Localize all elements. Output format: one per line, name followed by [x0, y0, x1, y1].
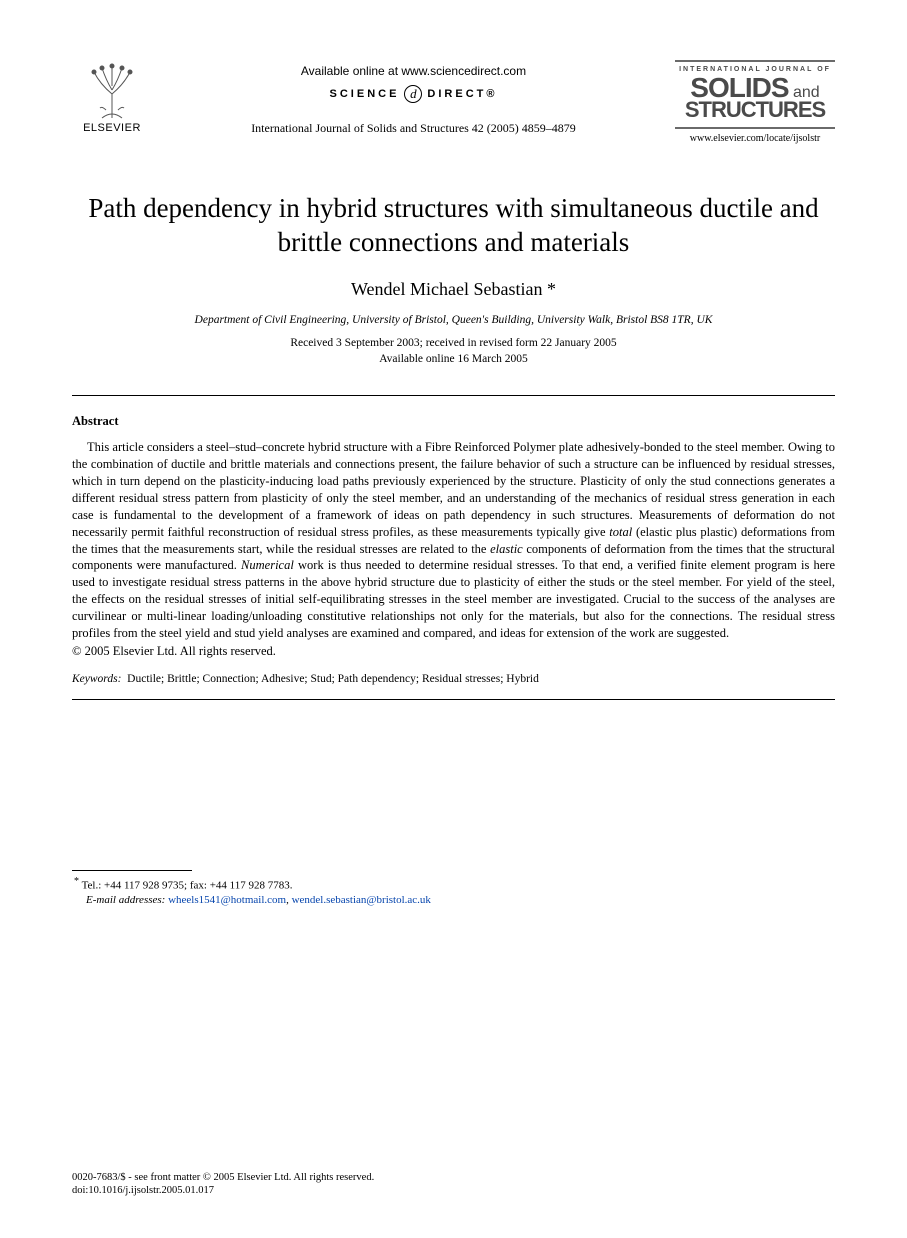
footnote-separator	[72, 870, 192, 871]
page-footer: 0020-7683/$ - see front matter © 2005 El…	[72, 1171, 835, 1198]
abstract-italic-total: total	[609, 525, 632, 539]
cover-title: SOLIDS and STRUCTURES	[675, 75, 835, 121]
article-title: Path dependency in hybrid structures wit…	[72, 192, 835, 260]
abstract-copyright: © 2005 Elsevier Ltd. All rights reserved…	[72, 644, 835, 659]
cover-word-structures: STRUCTURES	[685, 97, 825, 122]
journal-reference: International Journal of Solids and Stru…	[152, 121, 675, 136]
locate-url: www.elsevier.com/locate/ijsolstr	[675, 133, 835, 144]
available-online-text: Available online at www.sciencedirect.co…	[152, 64, 675, 78]
abstract-body: This article considers a steel–stud–conc…	[72, 439, 835, 642]
rule-above-abstract	[72, 395, 835, 396]
footnote-telfax: Tel.: +44 117 928 9735; fax: +44 117 928…	[82, 879, 293, 891]
elsevier-tree-icon	[82, 60, 142, 120]
footnote-email-label: E-mail addresses:	[86, 894, 165, 906]
abstract-italic-elastic: elastic	[490, 542, 523, 556]
corresponding-footnote: * Tel.: +44 117 928 9735; fax: +44 117 9…	[72, 875, 835, 908]
footnote-marker: *	[74, 876, 79, 887]
publication-header: ELSEVIER Available online at www.science…	[72, 60, 835, 144]
sd-d-icon: d	[404, 85, 422, 103]
sd-right: DIRECT®	[427, 88, 497, 100]
keywords-line: Keywords: Ductile; Brittle; Connection; …	[72, 673, 835, 685]
keywords-list: Ductile; Brittle; Connection; Adhesive; …	[127, 673, 539, 685]
available-online-line: Available online 16 March 2005	[72, 352, 835, 368]
issn-line: 0020-7683/$ - see front matter © 2005 El…	[72, 1171, 835, 1185]
abstract-heading: Abstract	[72, 414, 835, 429]
author-name: Wendel Michael Sebastian	[351, 279, 543, 299]
elsevier-logo: ELSEVIER	[72, 60, 152, 134]
doi-line: doi:10.1016/j.ijsolstr.2005.01.017	[72, 1184, 835, 1198]
journal-cover: INTERNATIONAL JOURNAL OF SOLIDS and STRU…	[675, 60, 835, 144]
email-link-1[interactable]: wheels1541@hotmail.com	[168, 894, 286, 906]
header-center: Available online at www.sciencedirect.co…	[152, 60, 675, 136]
corresponding-marker: *	[547, 279, 556, 299]
article-dates: Received 3 September 2003; received in r…	[72, 336, 835, 367]
sciencedirect-logo: SCIENCE d DIRECT®	[330, 85, 498, 103]
author-affiliation: Department of Civil Engineering, Univers…	[72, 314, 835, 326]
author-line: Wendel Michael Sebastian *	[72, 279, 835, 300]
abstract-italic-numerical: Numerical	[241, 558, 294, 572]
sd-left: SCIENCE	[330, 88, 400, 100]
email-link-2[interactable]: wendel.sebastian@bristol.ac.uk	[292, 894, 431, 906]
spacer	[72, 700, 835, 870]
elsevier-logo-text: ELSEVIER	[72, 122, 152, 134]
received-line: Received 3 September 2003; received in r…	[72, 336, 835, 352]
journal-cover-box: INTERNATIONAL JOURNAL OF SOLIDS and STRU…	[675, 60, 835, 129]
keywords-label: Keywords:	[72, 673, 121, 685]
